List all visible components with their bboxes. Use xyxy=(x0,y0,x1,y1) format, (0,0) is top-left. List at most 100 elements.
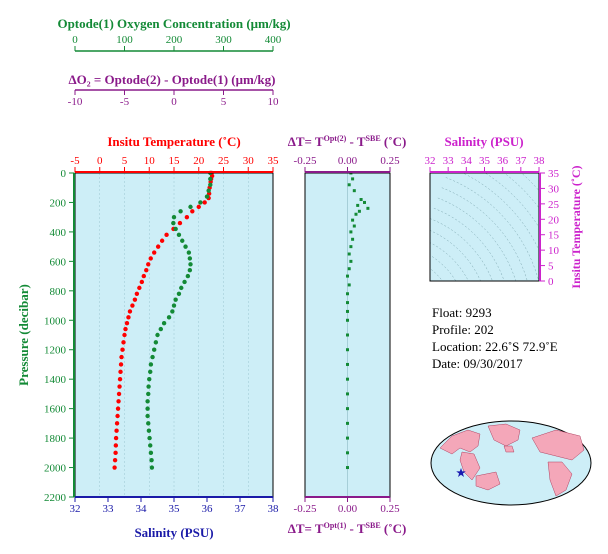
ts-temperature-tick-label: 10 xyxy=(548,245,560,257)
temperature-point xyxy=(114,421,120,426)
delta-t-point xyxy=(352,189,356,193)
salinity-point xyxy=(171,220,176,226)
delta-t-point xyxy=(357,209,361,213)
temperature-axis-tick-label: 0 xyxy=(97,155,103,167)
float-id: Float: 9293 xyxy=(432,305,492,320)
temperature-point xyxy=(116,399,121,404)
salinity-axis-tick-label: 36 xyxy=(202,503,214,515)
salinity-point xyxy=(186,250,192,255)
ts-temperature-tick-label: 5 xyxy=(548,261,554,273)
oxygen-axis-tick-label: 100 xyxy=(116,34,133,46)
delta-t-point xyxy=(346,301,349,305)
delta-o2-axis-title: ΔO₂ = Optode(2) - Optode(1) (μm/kg) xyxy=(68,72,275,87)
delta-t-bottom-axis-tick-label: 0.25 xyxy=(380,503,400,515)
ts-panel: Salinity (PSU) 32 33 34 35 36 37 38 0 5 10 15 20 25… xyxy=(394,134,584,321)
ts-temperature-tick-label: 20 xyxy=(548,214,560,226)
temperature-point xyxy=(137,285,142,291)
salinity-axis-tick-label: 34 xyxy=(136,503,148,515)
salinity-point xyxy=(146,428,152,433)
ts-density-contour xyxy=(441,187,528,281)
salinity-point xyxy=(145,406,150,411)
float-location-marker xyxy=(456,468,466,477)
salinity-point xyxy=(147,435,152,441)
temperature-point xyxy=(152,250,157,255)
delta-t-point xyxy=(349,245,353,249)
ts-density-contour xyxy=(484,173,539,228)
ts-salinity-axis-tick-label: 37 xyxy=(515,155,527,167)
salinity-point xyxy=(178,209,183,214)
salinity-point xyxy=(148,369,153,375)
temperature-point xyxy=(115,406,121,411)
temperature-point xyxy=(116,391,122,397)
salinity-axis-tick-label: 35 xyxy=(169,503,181,515)
temperature-point xyxy=(126,315,131,320)
temperature-point xyxy=(144,268,149,273)
delta-t-point xyxy=(346,362,349,366)
ts-density-contour xyxy=(394,311,401,321)
temperature-point xyxy=(112,457,118,463)
map-continents xyxy=(439,423,585,497)
delta-t-point xyxy=(346,392,349,396)
temperature-point xyxy=(155,244,161,249)
delta-t-point xyxy=(346,436,349,440)
date: Date: 09/30/2017 xyxy=(432,356,523,371)
pressure-axis-tick-label: 1200 xyxy=(44,345,67,357)
temperature-point xyxy=(118,362,124,367)
salinity-point xyxy=(146,421,151,426)
pressure-axis-tick-label: 2200 xyxy=(44,492,67,504)
oxygen-axis-title: Optode(1) Oxygen Concentration (μm/kg) xyxy=(57,16,290,31)
delta-t-top-axis-tick-label: 0.25 xyxy=(380,155,400,167)
salinity-point xyxy=(187,268,193,273)
temperature-point xyxy=(121,340,126,345)
salinity-point xyxy=(198,200,203,205)
delta-t-point xyxy=(346,407,349,411)
delta-t-point xyxy=(346,421,349,425)
temperature-point xyxy=(141,273,147,279)
salinity-point xyxy=(182,279,187,285)
salinity-point xyxy=(188,204,193,210)
temperature-point xyxy=(117,384,122,389)
delta-o2-axis-tick-label: 5 xyxy=(221,96,227,108)
delta-t-point xyxy=(347,183,351,187)
ts-salinity-axis-tick-label: 34 xyxy=(461,155,473,167)
delta-t-point xyxy=(359,198,363,202)
ts-temperature-tick-label: 30 xyxy=(548,183,560,195)
ts-salinity-axis-tick-label: 38 xyxy=(534,155,546,167)
salinity-point xyxy=(173,297,178,302)
temperature-point xyxy=(196,204,201,210)
ts-density-contour xyxy=(430,230,481,281)
temperature-point xyxy=(114,428,119,433)
oxygen-axis-tick-label: 300 xyxy=(215,34,232,46)
ts-temperature-tick-label: 35 xyxy=(548,168,560,180)
pressure-axis-tick-label: 1600 xyxy=(44,404,67,416)
temperature-point xyxy=(159,238,165,243)
temperature-point xyxy=(184,214,190,220)
salinity-point xyxy=(176,291,182,296)
ts-salinity-axis-tick-label: 33 xyxy=(443,155,455,167)
ts-density-contour xyxy=(430,254,457,281)
ts-plot-background xyxy=(430,173,539,281)
delta-o2-axis-tick-label: -10 xyxy=(68,96,83,108)
world-map xyxy=(430,420,592,506)
temperature-point xyxy=(115,413,120,419)
temperature-point xyxy=(113,435,119,441)
ts-temperature-tick-label: 25 xyxy=(548,199,560,211)
salinity-point xyxy=(149,457,154,463)
temperature-point xyxy=(127,309,133,314)
pressure-axis-label: Pressure (decibar) xyxy=(16,284,31,386)
salinity-point xyxy=(171,214,177,220)
ts-temperature-tick-label: 0 xyxy=(548,276,554,288)
temperature-point xyxy=(148,256,153,261)
delta-t-point xyxy=(352,224,356,228)
salinity-point xyxy=(208,182,213,187)
delta-t-point xyxy=(351,177,355,181)
salinity-point xyxy=(206,188,211,193)
salinity-axis-label: Salinity (PSU) xyxy=(134,525,213,540)
delta-t-point xyxy=(346,274,349,278)
ts-salinity-axis-tick-label: 32 xyxy=(425,155,436,167)
temperature-point xyxy=(118,369,123,375)
temperature-point xyxy=(119,354,124,360)
salinity-point xyxy=(155,332,160,338)
temperature-axis-tick-label: 30 xyxy=(243,155,255,167)
